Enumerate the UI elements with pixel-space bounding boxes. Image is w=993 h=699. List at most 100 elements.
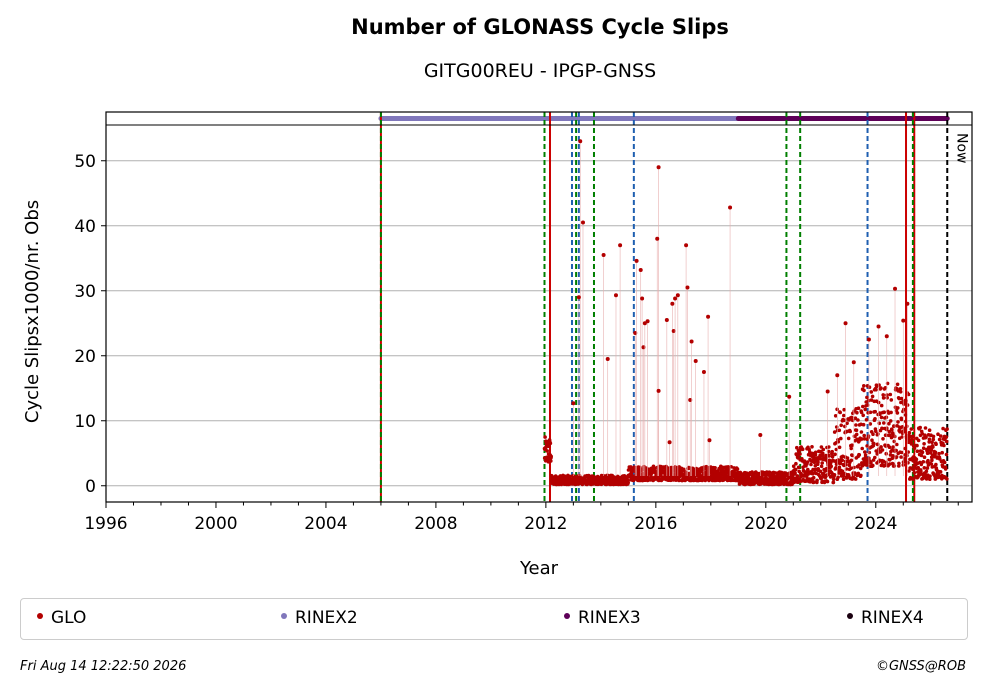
data-point bbox=[728, 205, 733, 210]
data-point bbox=[834, 466, 838, 470]
data-point bbox=[887, 421, 891, 426]
x-tick-label: 1996 bbox=[84, 514, 127, 534]
data-point bbox=[903, 446, 907, 451]
data-point bbox=[832, 473, 837, 477]
data-point bbox=[853, 477, 858, 481]
chart-subtitle: GITG00REU - IPGP-GNSS bbox=[423, 60, 657, 82]
data-point bbox=[898, 390, 903, 394]
data-point bbox=[845, 421, 849, 426]
data-point bbox=[864, 463, 869, 467]
data-point bbox=[818, 469, 823, 474]
data-point bbox=[881, 437, 885, 441]
data-point bbox=[888, 392, 893, 397]
legend-item-rinex4: RINEX4 bbox=[847, 608, 924, 628]
data-point bbox=[926, 448, 930, 453]
data-point bbox=[895, 411, 900, 415]
data-point bbox=[580, 220, 585, 225]
legend-item-rinex3: RINEX3 bbox=[564, 608, 641, 628]
data-point bbox=[655, 236, 660, 241]
data-point bbox=[898, 387, 903, 391]
x-tick-label: 2012 bbox=[524, 514, 567, 534]
y-axis-label: Cycle Slipsx1000/nr. Obs bbox=[22, 200, 43, 423]
legend-marker-rinex4 bbox=[847, 613, 853, 619]
data-point bbox=[845, 456, 850, 460]
data-point bbox=[911, 467, 915, 472]
data-point bbox=[706, 314, 711, 319]
data-point bbox=[905, 301, 910, 306]
data-point bbox=[934, 442, 938, 447]
data-point bbox=[887, 445, 892, 450]
data-point bbox=[831, 477, 836, 482]
data-point bbox=[837, 471, 841, 475]
data-point bbox=[876, 324, 881, 329]
data-point bbox=[920, 450, 925, 455]
legend-item-glo: GLO bbox=[37, 608, 86, 628]
data-point bbox=[927, 428, 932, 433]
y-tick-label: 0 bbox=[85, 477, 96, 497]
data-point bbox=[878, 412, 882, 417]
data-point bbox=[821, 447, 826, 452]
data-point bbox=[824, 455, 829, 460]
data-point bbox=[806, 467, 810, 472]
data-point bbox=[641, 345, 646, 350]
data-point bbox=[906, 392, 911, 397]
cycle-slips-chart: 0 10 20 30 40 50 1996 2000 2004 2008 2012 2016 2020 2… bbox=[22, 111, 973, 579]
data-point bbox=[888, 419, 893, 423]
data-point bbox=[571, 401, 576, 406]
data-point bbox=[869, 460, 873, 465]
data-point bbox=[638, 267, 643, 272]
data-point bbox=[837, 428, 842, 433]
data-point bbox=[685, 285, 690, 290]
data-point bbox=[906, 461, 910, 465]
data-point bbox=[735, 467, 740, 471]
data-point bbox=[820, 461, 824, 465]
data-point bbox=[891, 454, 895, 458]
data-point bbox=[912, 470, 917, 475]
data-point bbox=[853, 416, 858, 421]
data-point bbox=[901, 407, 906, 412]
legend-label-glo: GLO bbox=[51, 608, 87, 628]
data-point bbox=[830, 449, 834, 454]
data-point bbox=[813, 450, 818, 455]
data-point bbox=[839, 436, 843, 441]
data-point bbox=[829, 464, 833, 469]
data-point bbox=[892, 439, 896, 444]
data-point bbox=[849, 415, 854, 420]
data-point bbox=[931, 437, 936, 442]
data-point bbox=[894, 455, 899, 459]
data-point bbox=[549, 454, 553, 459]
data-point bbox=[548, 441, 553, 446]
data-point bbox=[879, 415, 884, 420]
data-point bbox=[800, 447, 805, 452]
data-point bbox=[613, 293, 618, 298]
data-point bbox=[874, 387, 878, 392]
data-point bbox=[847, 463, 852, 468]
x-tick-label: 2024 bbox=[854, 514, 897, 534]
data-point bbox=[830, 454, 835, 459]
data-point bbox=[875, 442, 880, 447]
data-point bbox=[864, 418, 869, 422]
data-point bbox=[805, 460, 810, 464]
y-tick-label: 20 bbox=[74, 347, 96, 367]
data-point bbox=[578, 139, 583, 144]
data-point bbox=[850, 443, 854, 448]
axes: 0 10 20 30 40 50 1996 2000 2004 2008 2012 2016 2020 2… bbox=[74, 111, 973, 534]
data-point bbox=[549, 459, 553, 463]
data-point bbox=[881, 396, 886, 400]
data-point bbox=[931, 445, 935, 449]
data-point bbox=[826, 449, 831, 454]
data-point bbox=[667, 440, 672, 445]
data-point bbox=[868, 422, 873, 426]
data-point bbox=[905, 424, 909, 429]
data-point bbox=[605, 357, 610, 361]
data-point bbox=[842, 413, 846, 418]
data-point bbox=[815, 478, 819, 483]
data-point bbox=[645, 319, 650, 324]
data-point bbox=[899, 455, 903, 459]
data-point bbox=[688, 397, 693, 402]
data-point bbox=[905, 453, 909, 458]
data-point bbox=[927, 437, 932, 442]
data-point bbox=[862, 384, 866, 388]
data-point bbox=[543, 435, 547, 439]
data-point bbox=[937, 437, 942, 442]
